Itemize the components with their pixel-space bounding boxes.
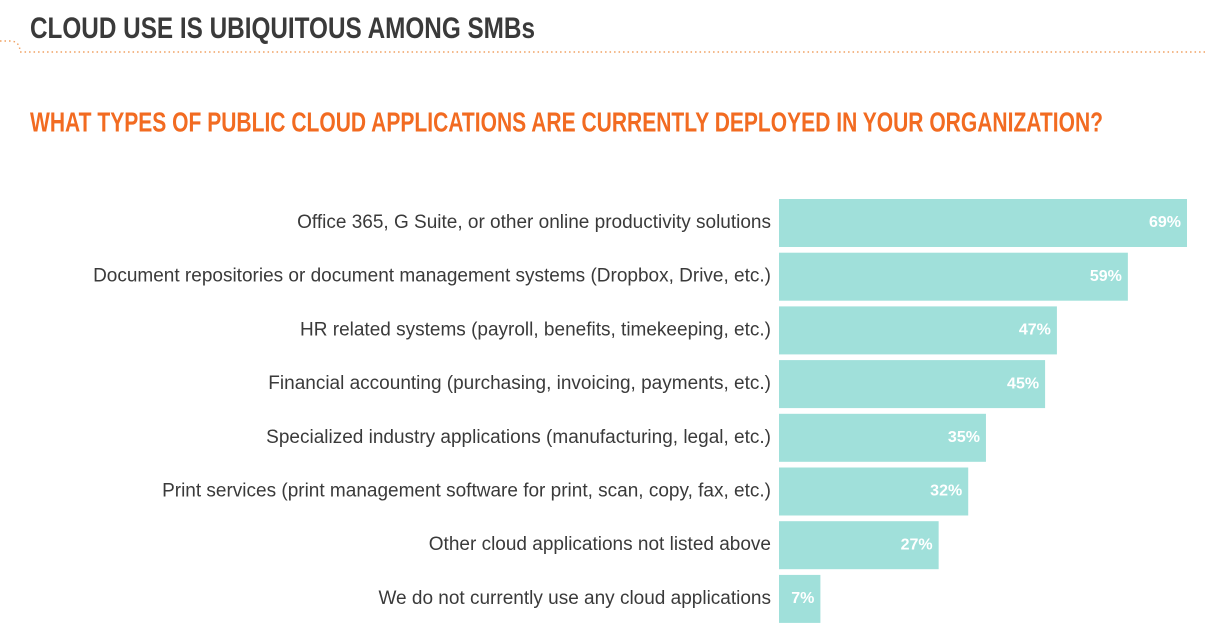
category-label: Print services (print management softwar… — [162, 481, 771, 502]
bar — [779, 574, 821, 623]
category-label: Other cloud applications not listed abov… — [429, 534, 771, 555]
value-label: 7% — [791, 590, 814, 607]
bar — [779, 252, 1128, 301]
value-label: 47% — [1019, 322, 1051, 339]
category-label: Office 365, G Suite, or other online pro… — [297, 212, 771, 233]
value-label: 32% — [930, 483, 962, 500]
category-label: Document repositories or document manage… — [93, 266, 771, 287]
category-label: Specialized industry applications (manuf… — [266, 427, 771, 448]
bar — [779, 360, 1046, 409]
value-label: 45% — [1007, 375, 1039, 392]
category-label: We do not currently use any cloud applic… — [378, 588, 771, 609]
category-label: HR related systems (payroll, benefits, t… — [300, 319, 771, 340]
chart-title: CLOUD USE IS UBIQUITOUS AMONG SMBs — [30, 12, 535, 45]
bar — [779, 467, 969, 516]
category-label: Financial accounting (purchasing, invoic… — [268, 373, 771, 394]
value-label: 27% — [901, 536, 933, 553]
bar — [779, 199, 1187, 247]
chart-subtitle: WHAT TYPES OF PUBLIC CLOUD APPLICATIONS … — [30, 106, 1103, 137]
bar — [779, 521, 939, 570]
bar — [779, 306, 1057, 355]
value-label: 35% — [948, 429, 980, 446]
bar — [779, 413, 986, 462]
value-label: 69% — [1149, 214, 1181, 231]
value-label: 59% — [1090, 268, 1122, 285]
title-rule — [0, 40, 1205, 53]
